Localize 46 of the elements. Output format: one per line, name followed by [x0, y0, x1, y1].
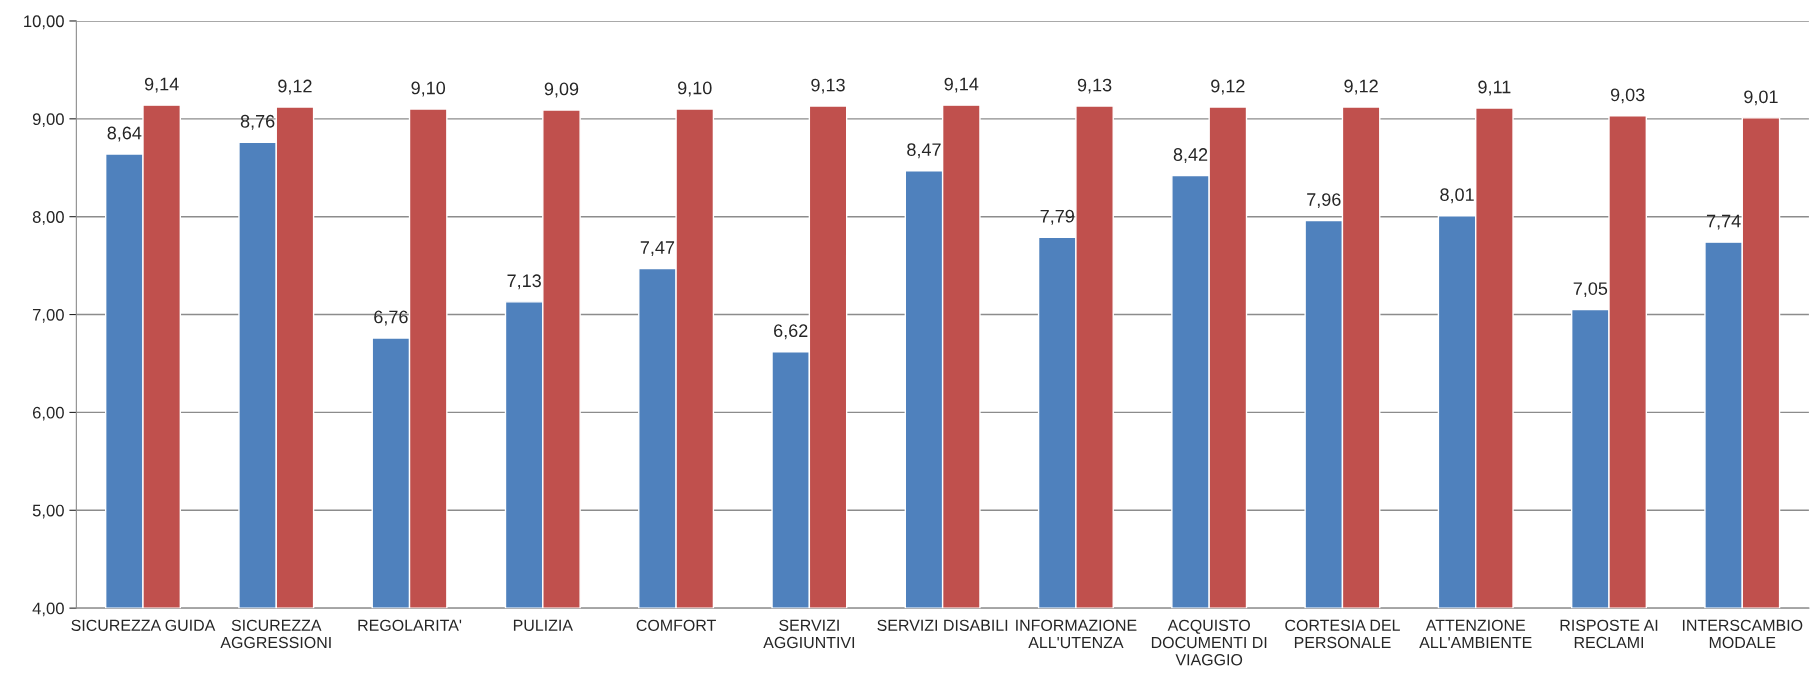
data-label: 9,14 — [944, 77, 979, 93]
data-label: 9,09 — [544, 82, 579, 98]
data-label: 7,79 — [1040, 209, 1074, 225]
data-label: 9,12 — [1211, 79, 1245, 95]
data-label: 7,74 — [1706, 214, 1741, 230]
x-tick-label: REGOLARITA' — [358, 619, 462, 631]
data-label: 9,13 — [811, 78, 845, 94]
data-label: 8,76 — [240, 114, 275, 130]
x-tick-label: INTERSCAMBIO MODALE — [1682, 619, 1803, 649]
data-label: 9,14 — [144, 77, 179, 93]
y-tick-label: 9,00 — [32, 113, 64, 127]
y-tick-label: 7,00 — [32, 308, 64, 323]
data-label: 9,12 — [278, 79, 312, 95]
x-tick-label: PULIZIA — [513, 619, 573, 631]
data-label: 7,05 — [1573, 282, 1608, 298]
data-label: 9,11 — [1478, 80, 1511, 96]
data-label: 6,76 — [374, 310, 408, 326]
y-tick-label: 5,00 — [32, 504, 64, 519]
x-tick-label: SERVIZI DISABILI — [877, 619, 1008, 631]
data-label: 7,13 — [507, 274, 541, 290]
data-label: 7,96 — [1307, 193, 1341, 209]
x-tick-label: ACQUISTO DOCUMENTI DI VIAGGIO — [1151, 619, 1267, 666]
x-tick-label: SICUREZZA GUIDA — [71, 619, 216, 631]
data-label: 9,12 — [1344, 79, 1378, 95]
data-label: 9,01 — [1744, 90, 1778, 106]
data-label: 8,64 — [107, 126, 142, 142]
data-label: 8,01 — [1440, 188, 1474, 204]
x-tick-label: ATTENZIONE ALL'AMBIENTE — [1419, 619, 1532, 649]
x-tick-label: COMFORT — [636, 619, 716, 631]
data-label: 9,13 — [1077, 78, 1112, 94]
data-label: 6,62 — [774, 324, 808, 340]
x-tick-label: RISPOSTE AI RECLAMI — [1560, 619, 1658, 649]
data-label: 7,47 — [640, 241, 675, 257]
x-tick-label: CORTESIA DEL PERSONALE — [1285, 619, 1400, 649]
y-tick-label: 8,00 — [32, 211, 64, 225]
y-tick-label: 6,00 — [32, 406, 64, 421]
x-tick-label: SERVIZI AGGIUNTIVI — [763, 619, 855, 649]
data-label: 9,10 — [678, 81, 712, 97]
data-label: 9,03 — [1610, 88, 1645, 104]
y-tick-label: 10,00 — [24, 15, 64, 30]
data-label: 8,47 — [907, 143, 941, 159]
x-tick-label: SICUREZZA AGGRESSIONI — [220, 619, 331, 649]
data-label: 8,42 — [1173, 148, 1208, 164]
y-tick-label: 4,00 — [32, 602, 64, 617]
data-label: 9,10 — [411, 81, 446, 97]
x-tick-label: INFORMAZIONE ALL'UTENZA — [1016, 619, 1137, 649]
